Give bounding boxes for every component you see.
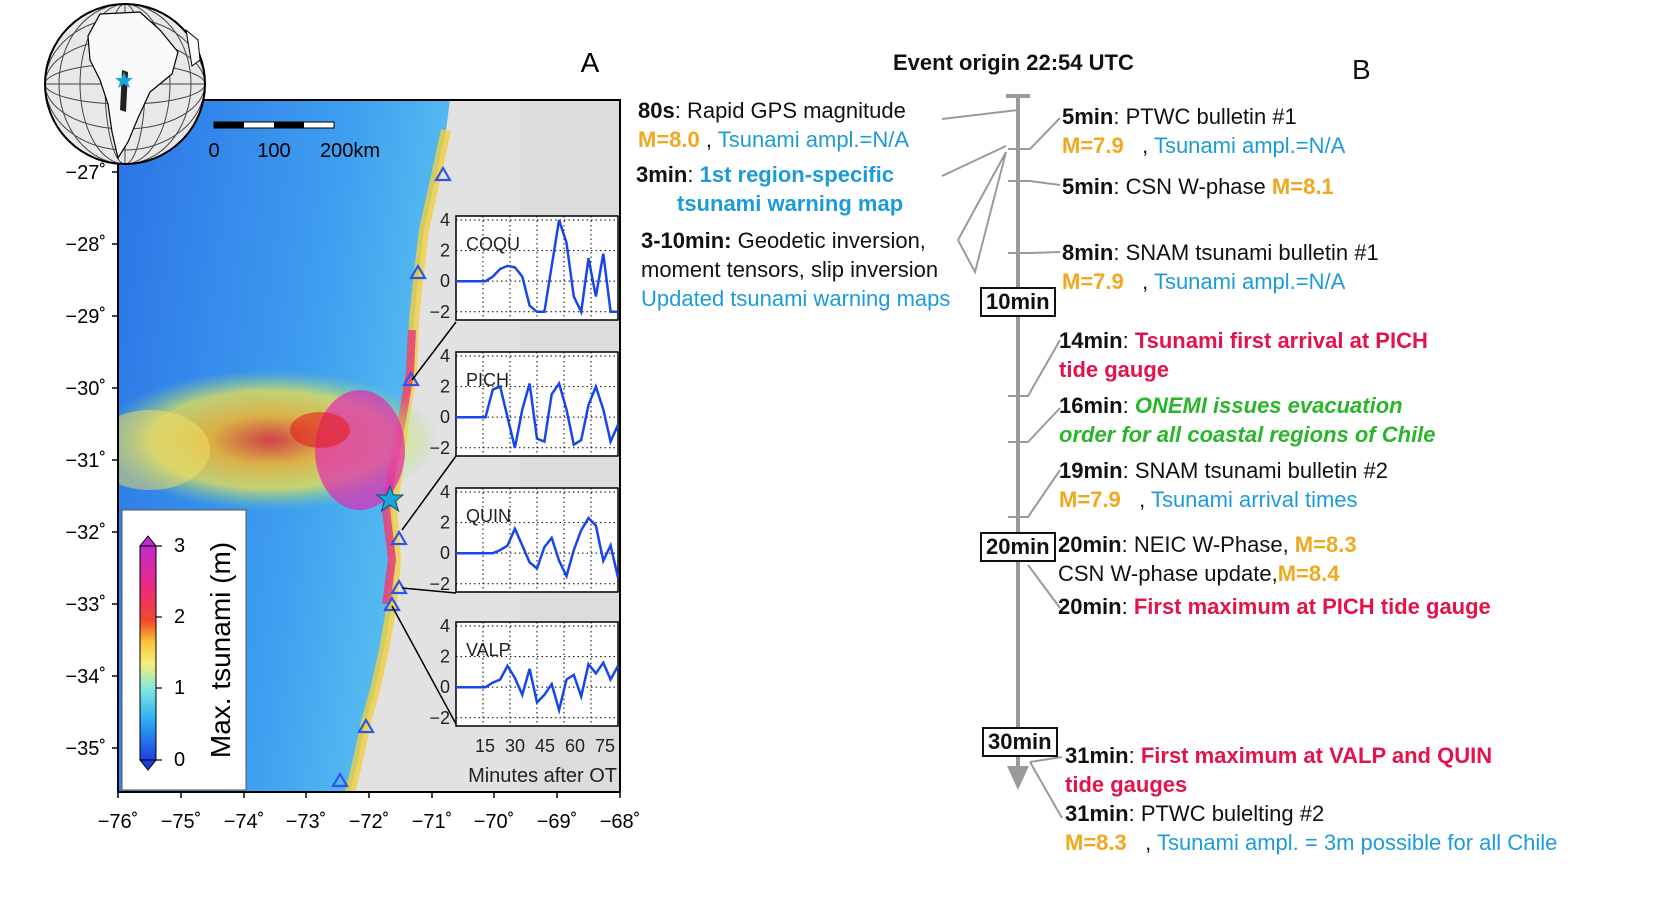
panel-label-a: A — [581, 47, 600, 78]
inset-y-tick: 0 — [440, 271, 450, 291]
svg-text:0: 0 — [208, 140, 219, 162]
inset-y-tick: 4 — [440, 482, 450, 502]
waveform-trace — [456, 219, 618, 317]
event-31min-maximum: 31min: First maximum at VALP and QUIN ti… — [1065, 743, 1493, 797]
tide-gauge-markers — [331, 165, 452, 788]
inset-y-tick: 2 — [440, 647, 450, 667]
inset-y-tick: 0 — [440, 677, 450, 697]
inset-y-tick: 4 — [440, 616, 450, 636]
inset-x-tick: 60 — [565, 736, 585, 756]
svg-text:100: 100 — [257, 140, 290, 162]
svg-text:0: 0 — [174, 749, 185, 771]
inset-y-tick: 2 — [440, 513, 450, 533]
event-5min-ptwc: 5min: PTWC bulletin #1 M=7.9 , Tsunami a… — [1062, 104, 1346, 158]
lat-label: −30˚ — [65, 378, 106, 400]
lon-label: −69˚ — [537, 811, 578, 833]
globe-inset — [44, 3, 206, 165]
waveform-trace — [456, 660, 620, 716]
lon-label: −68˚ — [600, 811, 641, 833]
inset-station-label: PICH — [466, 370, 509, 390]
event-3min: 3min: 1st region-specific tsunami warnin… — [636, 162, 904, 216]
inset-x-tick: 45 — [535, 736, 555, 756]
svg-text:3: 3 — [174, 535, 185, 557]
lon-label: −74˚ — [224, 811, 265, 833]
event-16min-evacuation: 16min: ONEMI issues evacuation order for… — [1059, 393, 1436, 447]
lat-label: −27˚ — [65, 162, 106, 184]
inset-x-tick: 15 — [475, 736, 495, 756]
event-5min-csn: 5min: CSN W-phase M=8.1 — [1062, 174, 1334, 199]
lat-label: −34˚ — [65, 666, 106, 688]
epicenter-star-icon — [375, 484, 405, 513]
lon-label: −70˚ — [474, 811, 515, 833]
lon-label: −72˚ — [349, 811, 390, 833]
event-3-10min: 3-10min: Geodetic inversion, moment tens… — [641, 228, 951, 311]
scale-bar: 0 100 200km — [208, 121, 380, 162]
timeline-title: Event origin 22:54 UTC — [893, 50, 1134, 75]
svg-text:2: 2 — [174, 606, 185, 628]
inset-y-tick: 4 — [440, 346, 450, 366]
timeline-box-30min: 30min — [982, 727, 1058, 757]
lon-label: −71˚ — [412, 811, 453, 833]
inset-y-tick: −2 — [429, 302, 450, 322]
inset-x-label: Minutes after OT — [468, 765, 617, 787]
colorbar-legend: 3 2 1 0 Max. tsunami (m) — [121, 509, 247, 791]
inset-station-label: QUIN — [466, 506, 511, 526]
lat-label: −32˚ — [65, 522, 106, 544]
inset-y-tick: 2 — [440, 241, 450, 261]
lat-label: −33˚ — [65, 594, 106, 616]
event-19min-snam: 19min: SNAM tsunami bulletin #2 M=7.9 , … — [1059, 458, 1388, 512]
lon-label: −76˚ — [98, 811, 139, 833]
svg-text:200km: 200km — [320, 140, 380, 162]
inset-station-label: COQU — [466, 234, 520, 254]
tsunami-map-figure: −27˚ −28˚ −29˚ −30˚ −31˚ −32˚ −33˚ −34˚ … — [44, 3, 641, 833]
inset-y-tick: −2 — [429, 438, 450, 458]
lat-label: −29˚ — [65, 306, 106, 328]
event-80s: 80s: Rapid GPS magnitude M=8.0 , Tsunami… — [638, 98, 910, 152]
event-20min-maximum: 20min: First maximum at PICH tide gauge — [1058, 594, 1491, 619]
inset-y-tick: 0 — [440, 543, 450, 563]
colorbar-label: Max. tsunami (m) — [205, 542, 236, 758]
lat-label: −35˚ — [65, 738, 106, 760]
inset-x-tick: 75 — [595, 736, 615, 756]
inset-y-tick: −2 — [429, 708, 450, 728]
inset-station-label: VALP — [466, 640, 511, 660]
lat-label: −31˚ — [65, 450, 106, 472]
waveform-insets: 4 2 0 −2 COQU 4 2 0 −2 PICH 4 2 0 −2 QUIN 4 2 0 −2 VALP — [429, 210, 620, 728]
svg-text:1: 1 — [174, 677, 185, 699]
waveform-trace — [456, 515, 620, 580]
panel-label-b: B — [1352, 54, 1371, 85]
lon-label: −73˚ — [286, 811, 327, 833]
inset-y-tick: 4 — [440, 210, 450, 230]
inset-y-tick: 0 — [440, 407, 450, 427]
event-8min-snam: 8min: SNAM tsunami bulletin #1 M=7.9 , T… — [1062, 240, 1379, 294]
waveform-trace — [456, 380, 620, 449]
timeline-box-20min: 20min — [980, 532, 1056, 562]
inset-y-tick: −2 — [429, 574, 450, 594]
event-20min-neic: 20min: NEIC W-Phase, M=8.3 CSN W-phase u… — [1058, 532, 1357, 586]
lon-label: −75˚ — [161, 811, 202, 833]
event-14min-arrival: 14min: Tsunami first arrival at PICH tid… — [1059, 328, 1428, 382]
event-31min-ptwc: 31min: PTWC bulelting #2 M=8.3 , Tsunami… — [1065, 801, 1558, 855]
lat-label: −28˚ — [65, 234, 106, 256]
inset-y-tick: 2 — [440, 377, 450, 397]
inset-x-tick: 30 — [505, 736, 525, 756]
timeline-box-10min: 10min — [980, 287, 1056, 317]
